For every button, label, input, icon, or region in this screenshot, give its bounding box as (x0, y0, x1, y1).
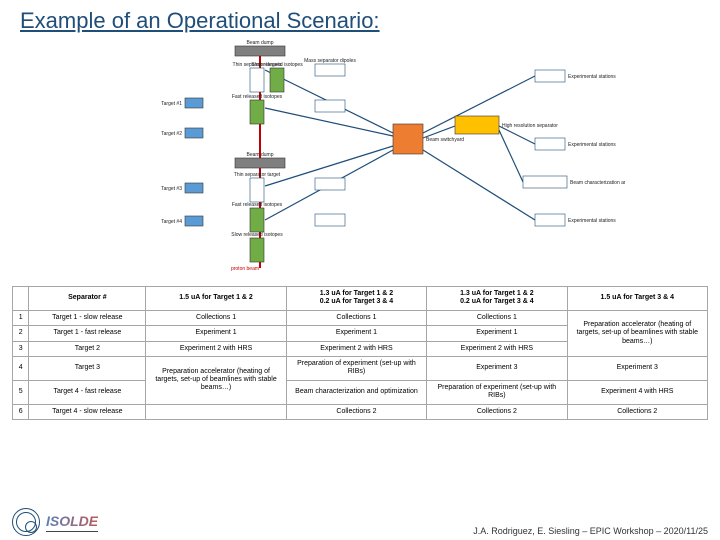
svg-text:Beam switchyard: Beam switchyard (426, 137, 464, 143)
table-cell: Experiment 2 with HRS (427, 341, 567, 356)
table-cell: Target 2 (29, 341, 146, 356)
table-cell: Experiment 1 (427, 326, 567, 341)
table-header: 1.5 uA for Target 3 & 4 (567, 287, 707, 311)
svg-text:Slow released isotopes: Slow released isotopes (231, 232, 283, 238)
svg-text:Target #1: Target #1 (161, 101, 182, 107)
table-row: 6Target 4 - slow releaseCollections 2Col… (13, 404, 708, 419)
table-cell (146, 404, 286, 419)
table-cell: 5 (13, 380, 29, 404)
table-cell: Collections 1 (427, 310, 567, 325)
svg-text:Mass separator dipoles: Mass separator dipoles (304, 58, 356, 64)
svg-text:Target #2: Target #2 (161, 131, 182, 137)
table-cell: Experiment 1 (286, 326, 426, 341)
footer: ISOLDE J.A. Rodriguez, E. Siesling – EPI… (0, 508, 720, 536)
cern-logo (12, 508, 40, 536)
table-header (13, 287, 29, 311)
table-cell: Experiment 1 (146, 326, 286, 341)
table-cell: Collections 1 (286, 310, 426, 325)
svg-text:Fast released isotopes: Fast released isotopes (232, 202, 283, 208)
svg-text:Beam characterization area: Beam characterization area (570, 180, 625, 186)
table-cell: 3 (13, 341, 29, 356)
table-cell: 2 (13, 326, 29, 341)
table-cell: 4 (13, 356, 29, 380)
table-row: 1Target 1 - slow releaseCollections 1Col… (13, 310, 708, 325)
page-title: Example of an Operational Scenario: (0, 0, 720, 38)
block-diagram: Beam dumpThin separator targetsTarget #1… (95, 38, 625, 278)
table-cell: Target 3 (29, 356, 146, 380)
table-cell: Preparation accelerator (heating of targ… (567, 310, 707, 356)
svg-text:Experimental stations: Experimental stations (568, 74, 616, 80)
table-cell: Experiment 3 (567, 356, 707, 380)
table-cell: Collections 2 (567, 404, 707, 419)
table-cell: Target 4 - slow release (29, 404, 146, 419)
table-cell: Experiment 2 with HRS (286, 341, 426, 356)
table-header: 1.3 uA for Target 1 & 20.2 uA for Target… (286, 287, 426, 311)
svg-text:Beam dump: Beam dump (247, 152, 274, 158)
table-cell: Collections 2 (286, 404, 426, 419)
table-cell: Target 1 - slow release (29, 310, 146, 325)
table-cell: Preparation accelerator (heating of targ… (146, 356, 286, 404)
table-cell: Beam characterization and optimization (286, 380, 426, 404)
svg-text:Experimental stations: Experimental stations (568, 218, 616, 224)
svg-text:proton beam: proton beam (231, 266, 259, 272)
table-cell: Experiment 2 with HRS (146, 341, 286, 356)
svg-text:High resolution separator: High resolution separator (502, 123, 558, 129)
svg-text:Target #4: Target #4 (161, 219, 182, 225)
table-cell: Experiment 4 with HRS (567, 380, 707, 404)
table-header: Separator # (29, 287, 146, 311)
table-cell: Target 4 - fast release (29, 380, 146, 404)
table-cell: Experiment 3 (427, 356, 567, 380)
svg-text:Experimental stations: Experimental stations (568, 142, 616, 148)
table-row: 4Target 3Preparation accelerator (heatin… (13, 356, 708, 380)
credit-text: J.A. Rodriguez, E. Siesling – EPIC Works… (473, 526, 708, 536)
scenario-table: Separator #1.5 uA for Target 1 & 21.3 uA… (0, 286, 720, 420)
table-header: 1.5 uA for Target 1 & 2 (146, 287, 286, 311)
svg-text:Fast released isotopes: Fast released isotopes (232, 94, 283, 100)
svg-text:Thin separator target: Thin separator target (234, 172, 281, 178)
table-cell: 1 (13, 310, 29, 325)
svg-text:Slow released isotopes: Slow released isotopes (251, 62, 303, 68)
table-header: 1.3 uA for Target 1 & 20.2 uA for Target… (427, 287, 567, 311)
isolde-logo: ISOLDE (46, 513, 98, 532)
table-cell: 6 (13, 404, 29, 419)
table-row: 5Target 4 - fast release Beam characteriz… (13, 380, 708, 404)
table-cell: Preparation of experiment (set-up with R… (286, 356, 426, 380)
svg-text:Target #3: Target #3 (161, 186, 182, 192)
table-cell: Collections 1 (146, 310, 286, 325)
table-cell: Preparation of experiment (set-up with R… (427, 380, 567, 404)
svg-text:Beam dump: Beam dump (247, 40, 274, 46)
table-cell: Collections 2 (427, 404, 567, 419)
table-cell: Target 1 - fast release (29, 326, 146, 341)
